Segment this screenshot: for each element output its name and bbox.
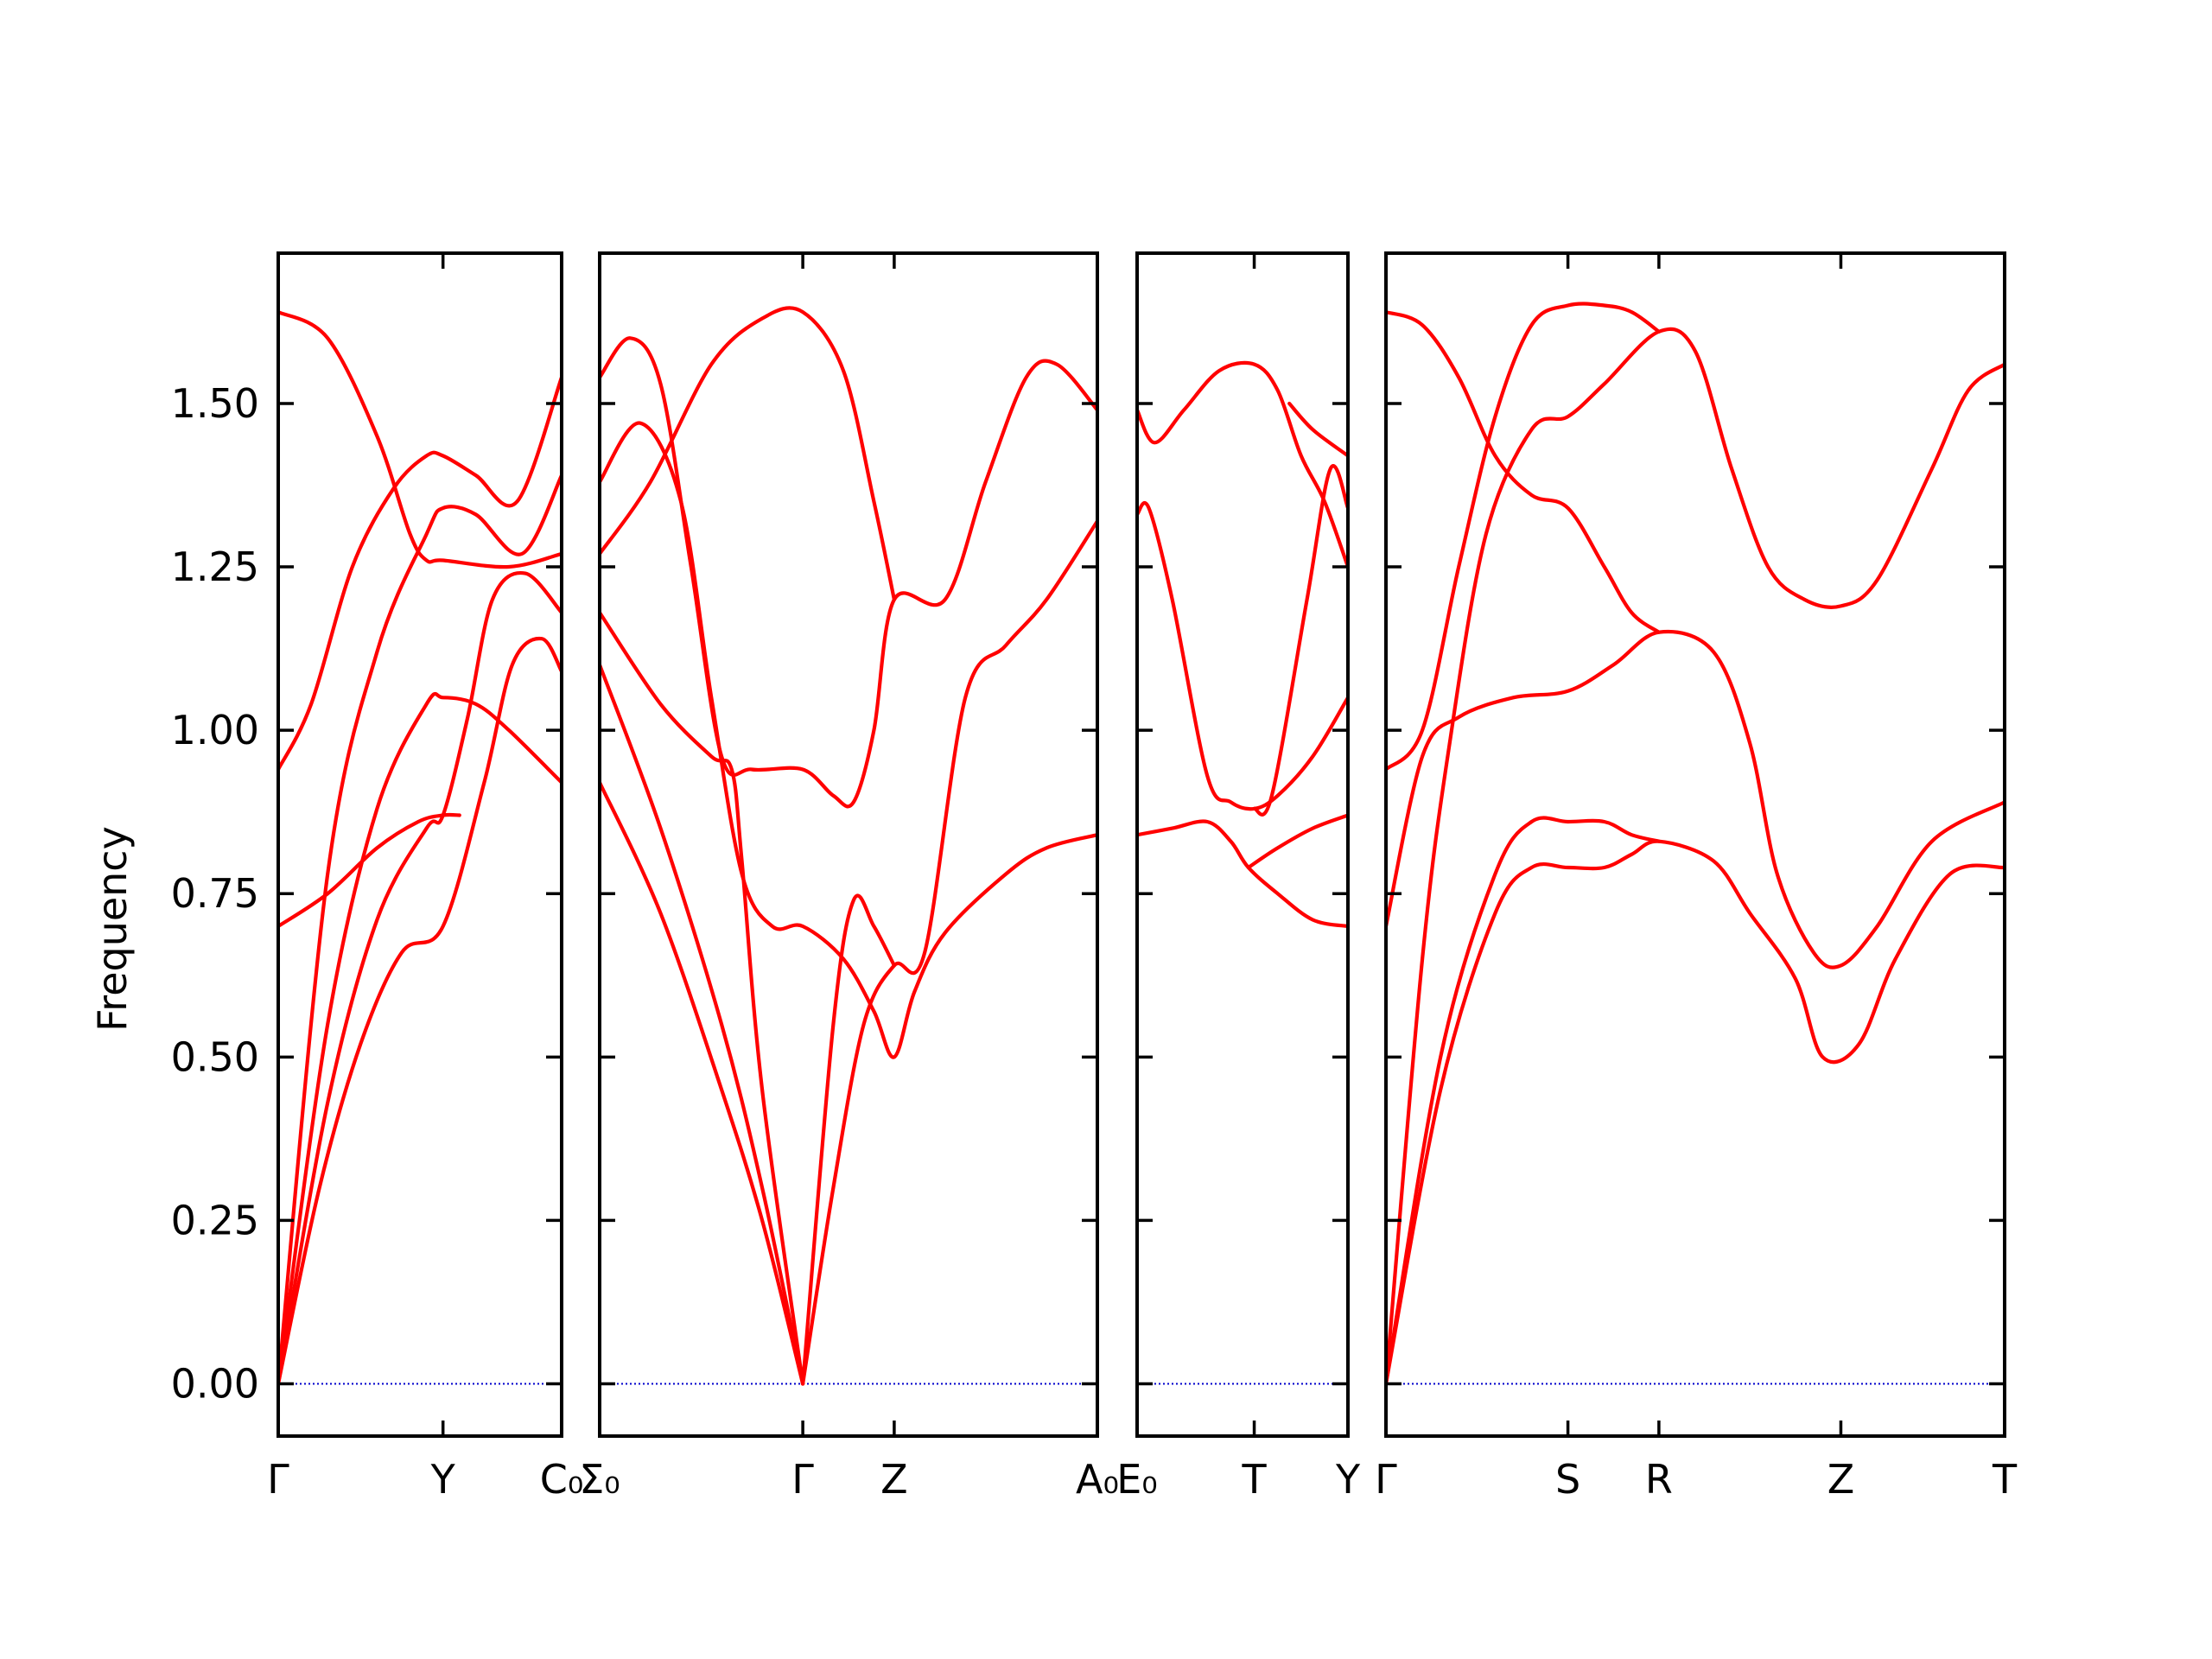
x-tick-label: A₀: [1076, 1456, 1119, 1503]
y-tick-label: 0.75: [171, 870, 259, 917]
phonon-band: [1386, 310, 1661, 634]
x-tick-label: Z: [1827, 1456, 1855, 1503]
y-tick-label: 0.00: [171, 1360, 259, 1407]
phonon-band: [1137, 500, 1348, 811]
phonon-band: [278, 375, 562, 772]
x-tick-label: Y: [1335, 1456, 1361, 1503]
phonon-band: [600, 306, 896, 601]
phonon-band: [278, 691, 562, 1386]
phonon-band: [1386, 816, 1661, 1386]
panel-3: E₀ T Y: [1116, 251, 1361, 1503]
panel-plot-area: [600, 306, 1097, 1386]
phonon-band: [1386, 327, 2005, 1386]
phonon-band: [801, 893, 896, 1386]
x-tick-label: Y: [430, 1456, 456, 1503]
phonon-band: [278, 812, 461, 929]
panel-frame: [1384, 251, 2006, 1438]
phonon-band: [1137, 819, 1348, 929]
phonon-band: [278, 474, 562, 1386]
panel-frame: [598, 251, 1099, 1438]
panel-1: Γ Y C₀: [267, 251, 584, 1503]
y-tick-label: 1.00: [171, 707, 259, 753]
x-tick-label: Γ: [267, 1456, 289, 1503]
phonon-band: [1246, 813, 1348, 870]
panel-plot-area: [1386, 302, 2005, 1386]
panel-2: Σ₀ Γ Z A₀: [579, 251, 1119, 1503]
panel-plot-area: [1137, 360, 1348, 1385]
x-tick-label: Γ: [791, 1456, 814, 1503]
phonon-band: [1287, 401, 1348, 458]
x-tick-label: Σ₀: [579, 1456, 620, 1503]
x-tick-label: S: [1555, 1456, 1580, 1503]
phonon-band: [801, 519, 1097, 1386]
phonon-band: [278, 636, 562, 1386]
y-tick-label: 1.50: [171, 380, 259, 427]
x-tick-label: Z: [880, 1456, 908, 1503]
phonon-band: [1386, 629, 2005, 969]
phonon-band: [278, 570, 562, 1386]
y-tick-label: 0.50: [171, 1033, 259, 1080]
phonon-band: [278, 310, 562, 569]
panel-plot-area: [278, 310, 562, 1386]
x-tick-label: T: [1992, 1456, 2018, 1503]
x-tick-label: Γ: [1375, 1456, 1397, 1503]
phonon-band: [1252, 464, 1348, 817]
phonon-band: [1386, 302, 1661, 772]
phonon-band: [600, 336, 1097, 809]
y-tick-label: 1.25: [171, 543, 259, 590]
panel-frame: [1135, 251, 1350, 1438]
phonon-band: [600, 421, 1097, 1059]
phonon-band: [1386, 839, 2005, 1386]
phonon-band: [600, 780, 805, 1386]
phonon-band: [1137, 360, 1348, 569]
panel-frame: [276, 251, 563, 1438]
phonon-band: [600, 663, 805, 1386]
y-axis-label: Frequency: [89, 826, 136, 1032]
phonon-band: [600, 610, 805, 1386]
x-tick-label: E₀: [1116, 1456, 1158, 1503]
x-tick-label: R: [1645, 1456, 1673, 1503]
y-tick-label: 0.25: [171, 1197, 259, 1243]
x-tick-label: C₀: [540, 1456, 584, 1503]
x-tick-label: T: [1242, 1456, 1268, 1503]
